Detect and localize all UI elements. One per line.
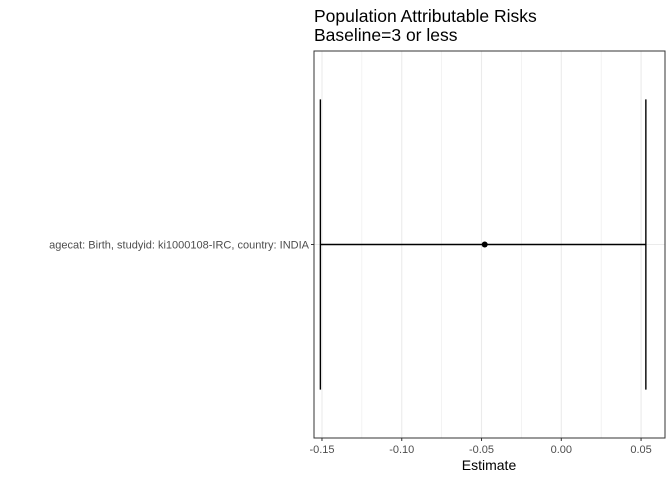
- x-tick-label: -0.05: [469, 444, 494, 456]
- chart-subtitle: Baseline=3 or less: [314, 25, 458, 45]
- x-tick-label: -0.15: [309, 444, 334, 456]
- panel-border: [313, 50, 666, 439]
- x-tick-label: -0.10: [389, 444, 414, 456]
- chart-title: Population Attributable Risks: [314, 6, 537, 26]
- x-tick-label: 0.00: [551, 444, 572, 456]
- point-estimate: [481, 241, 488, 248]
- y-tick-label: agecat: Birth, studyid: ki1000108-IRC, c…: [49, 240, 310, 252]
- x-tick-label: 0.05: [630, 444, 651, 456]
- plot-area: agecat: Birth, studyid: ki1000108-IRC, c…: [49, 50, 666, 456]
- x-axis-title: Estimate: [462, 457, 517, 473]
